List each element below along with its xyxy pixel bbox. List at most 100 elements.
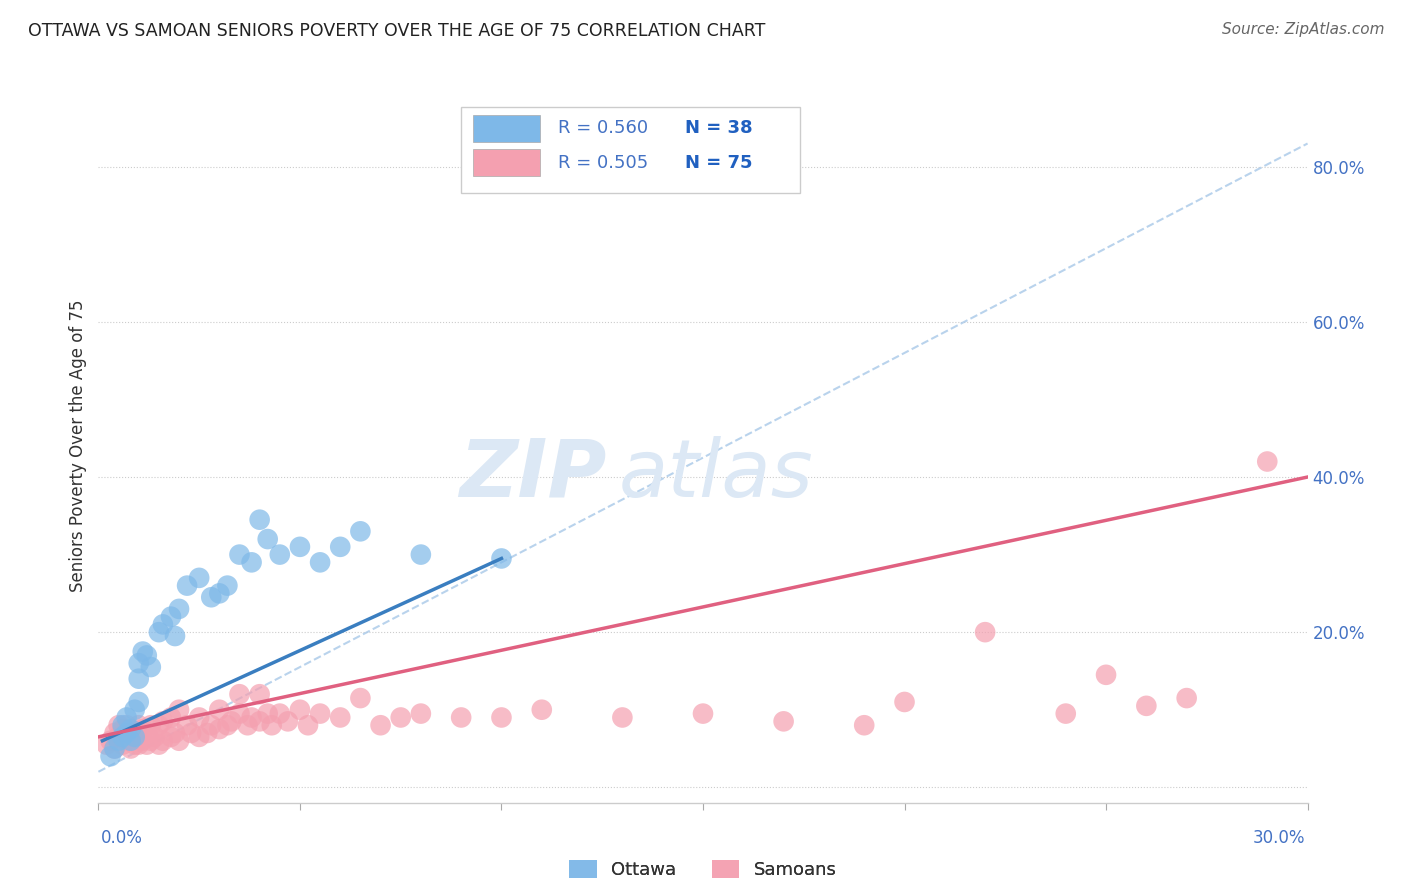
- Point: [530, 703, 553, 717]
- Point: [128, 672, 150, 686]
- Point: [124, 703, 146, 717]
- Point: [96, 738, 118, 752]
- Point: [120, 730, 142, 744]
- Point: [107, 733, 129, 747]
- Point: [100, 749, 122, 764]
- Point: [269, 548, 291, 562]
- Point: [329, 540, 352, 554]
- Text: OTTAWA VS SAMOAN SENIORS POVERTY OVER THE AGE OF 75 CORRELATION CHART: OTTAWA VS SAMOAN SENIORS POVERTY OVER TH…: [28, 22, 765, 40]
- FancyBboxPatch shape: [474, 115, 540, 142]
- Point: [132, 722, 155, 736]
- Point: [128, 730, 150, 744]
- Point: [208, 722, 231, 736]
- Point: [349, 524, 371, 539]
- Point: [152, 714, 174, 729]
- Point: [200, 718, 222, 732]
- Point: [115, 718, 138, 732]
- Point: [309, 706, 332, 721]
- Point: [297, 718, 319, 732]
- Point: [236, 718, 259, 732]
- Point: [450, 710, 472, 724]
- Point: [260, 718, 283, 732]
- Point: [409, 706, 432, 721]
- Text: R = 0.560: R = 0.560: [558, 120, 648, 137]
- Point: [228, 706, 250, 721]
- Point: [772, 714, 794, 729]
- Point: [139, 660, 162, 674]
- Point: [228, 548, 250, 562]
- Point: [160, 730, 183, 744]
- Point: [228, 687, 250, 701]
- Point: [135, 738, 157, 752]
- Point: [188, 571, 211, 585]
- Point: [111, 722, 134, 736]
- Point: [167, 602, 190, 616]
- Point: [1256, 454, 1278, 468]
- Point: [491, 551, 513, 566]
- Point: [256, 532, 278, 546]
- Point: [409, 548, 432, 562]
- Point: [107, 730, 129, 744]
- Point: [188, 730, 211, 744]
- Point: [103, 741, 125, 756]
- Point: [148, 718, 170, 732]
- Point: [120, 741, 142, 756]
- Point: [160, 710, 183, 724]
- Point: [195, 726, 218, 740]
- Point: [103, 741, 125, 756]
- Point: [208, 586, 231, 600]
- Point: [389, 710, 412, 724]
- Point: [221, 714, 243, 729]
- Text: R = 0.505: R = 0.505: [558, 153, 648, 171]
- Text: 30.0%: 30.0%: [1253, 829, 1305, 847]
- Point: [612, 710, 634, 724]
- Point: [188, 710, 211, 724]
- Point: [853, 718, 876, 732]
- Point: [180, 726, 202, 740]
- Point: [329, 710, 352, 724]
- Point: [256, 706, 278, 721]
- Point: [120, 722, 142, 736]
- Point: [111, 730, 134, 744]
- Text: atlas: atlas: [619, 435, 813, 514]
- Point: [692, 706, 714, 721]
- Point: [103, 726, 125, 740]
- Text: N = 75: N = 75: [685, 153, 752, 171]
- Point: [249, 714, 271, 729]
- FancyBboxPatch shape: [474, 149, 540, 177]
- Text: ZIP: ZIP: [458, 435, 606, 514]
- Point: [120, 733, 142, 747]
- Point: [176, 718, 198, 732]
- Point: [160, 609, 183, 624]
- Point: [240, 710, 263, 724]
- Point: [893, 695, 915, 709]
- Text: N = 38: N = 38: [685, 120, 752, 137]
- Point: [139, 733, 162, 747]
- Point: [135, 726, 157, 740]
- Point: [128, 695, 150, 709]
- Point: [288, 703, 311, 717]
- Point: [111, 738, 134, 752]
- Point: [370, 718, 392, 732]
- Point: [1095, 668, 1118, 682]
- Point: [132, 644, 155, 658]
- Point: [132, 733, 155, 747]
- Point: [491, 710, 513, 724]
- Point: [217, 718, 239, 732]
- Point: [309, 555, 332, 569]
- Point: [1135, 698, 1157, 713]
- Point: [107, 718, 129, 732]
- Point: [124, 738, 146, 752]
- Point: [176, 579, 198, 593]
- Point: [240, 555, 263, 569]
- Point: [200, 591, 222, 605]
- Point: [269, 706, 291, 721]
- Point: [1175, 691, 1198, 706]
- Point: [124, 730, 146, 744]
- Point: [152, 733, 174, 747]
- Point: [143, 730, 166, 744]
- Point: [163, 726, 186, 740]
- Point: [128, 656, 150, 670]
- Point: [167, 733, 190, 747]
- Point: [148, 625, 170, 640]
